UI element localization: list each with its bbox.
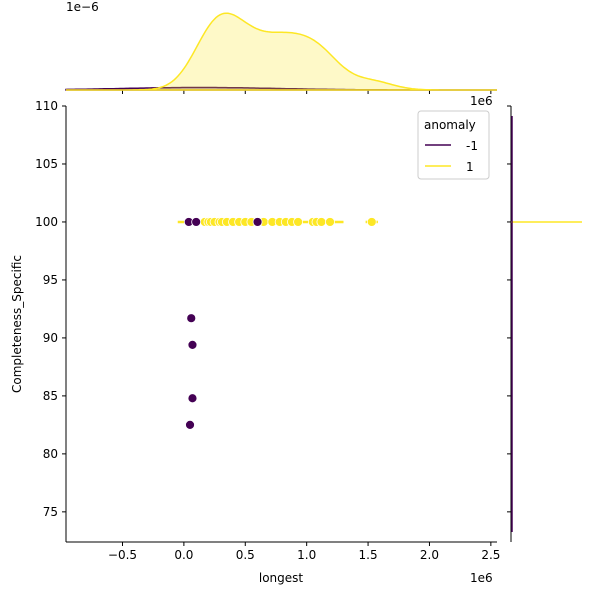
x-axis-label: longest	[259, 571, 304, 585]
point-1	[293, 217, 303, 227]
x-tick-label: 2.0	[420, 548, 439, 562]
y-tick-label: 100	[35, 215, 58, 229]
y-tick-label: 110	[35, 99, 58, 113]
top-marginal-offset-label: 1e−6	[66, 0, 99, 14]
y-axis-label: Completeness_Specific	[10, 255, 24, 393]
legend-entry-1: 1	[466, 160, 474, 174]
point--1	[191, 217, 202, 227]
point--1	[187, 339, 198, 350]
x-tick-label: 0.5	[236, 548, 255, 562]
x-tick-label: −0.5	[108, 548, 137, 562]
x-tick-label: 1.0	[297, 548, 316, 562]
y-tick-label: 105	[35, 157, 58, 171]
point--1	[185, 419, 195, 430]
y-tick-label: 75	[43, 505, 58, 519]
point-1	[366, 217, 377, 227]
point-1	[316, 217, 327, 227]
x-tick-label: 1.5	[359, 548, 378, 562]
point-1	[325, 217, 335, 227]
y-tick-label: 80	[43, 447, 58, 461]
y-tick-label: 85	[43, 389, 58, 403]
point--1	[187, 393, 198, 404]
y-tick-label: 95	[43, 273, 58, 287]
x-tick-label: 0.0	[174, 548, 193, 562]
legend-title: anomaly	[424, 118, 476, 132]
y-tick-label: 90	[43, 331, 58, 345]
legend-entry-neg1: -1	[466, 139, 478, 153]
point--1	[252, 217, 263, 227]
x-offset-label: 1e6	[470, 571, 493, 585]
x-tick-label: 2.5	[481, 548, 500, 562]
y-offset-label: 1e6	[470, 94, 493, 108]
point--1	[186, 313, 197, 324]
legend: anomaly -1 1	[417, 110, 490, 180]
top-kde-1	[66, 12, 497, 91]
